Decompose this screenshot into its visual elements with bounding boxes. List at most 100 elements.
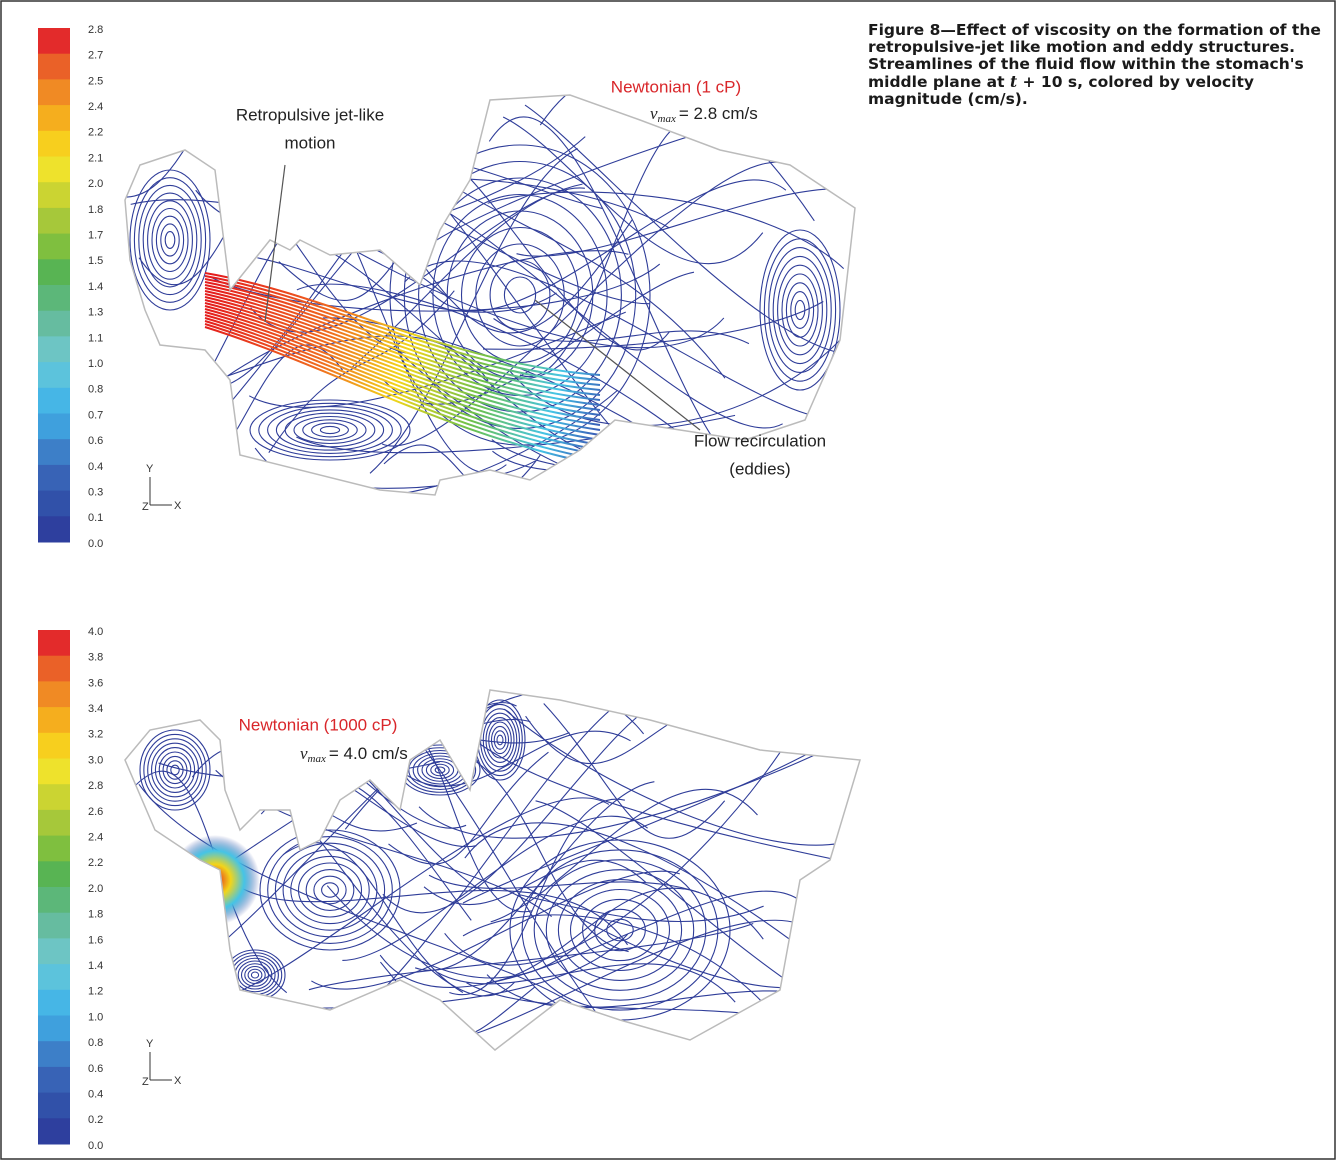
panel-title: Newtonian (1000 cP) bbox=[239, 715, 398, 734]
triad-x-label: X bbox=[174, 1075, 182, 1087]
eddy-streamline bbox=[148, 201, 193, 279]
colorbar-label: 0.0 bbox=[88, 1140, 103, 1152]
triad-y-label: Y bbox=[146, 1038, 154, 1050]
eddy-streamline bbox=[269, 161, 331, 200]
eddy-streamline bbox=[322, 883, 339, 897]
colorbar-label: 2.2 bbox=[88, 857, 103, 869]
colorbar-label: 0.8 bbox=[88, 1037, 103, 1049]
colorbar-label: 2.8 bbox=[88, 24, 103, 36]
eddy-streamline bbox=[534, 860, 706, 1000]
eddy-streamline bbox=[286, 172, 313, 189]
eddy-streamline bbox=[275, 843, 384, 937]
eddy-streamline bbox=[285, 413, 375, 447]
eddy-streamline bbox=[312, 423, 349, 437]
colorbar-swatch bbox=[38, 182, 70, 208]
colorbar-label: 0.4 bbox=[88, 1089, 103, 1101]
colorbar-swatch bbox=[38, 784, 70, 810]
eddy-streamline bbox=[144, 734, 206, 805]
caption: Figure 8—Effect of viscosity on the form… bbox=[868, 22, 1328, 108]
colorbar-label: 2.5 bbox=[88, 75, 103, 87]
eddy-streamline bbox=[248, 969, 262, 981]
annotation: Retropulsive jet-like bbox=[236, 105, 384, 124]
eddy-streamline bbox=[282, 169, 318, 192]
colorbar-label: 1.6 bbox=[88, 934, 103, 946]
colorbar-label: 1.5 bbox=[88, 255, 103, 267]
colorbar-swatch bbox=[38, 938, 70, 964]
colorbar-label: 1.3 bbox=[88, 307, 103, 319]
colorbar-swatch bbox=[38, 79, 70, 105]
colorbar-label: 3.2 bbox=[88, 729, 103, 741]
colorbar-label: 0.8 bbox=[88, 384, 103, 396]
colorbar-label: 2.6 bbox=[88, 806, 103, 818]
eddy-streamline bbox=[773, 256, 827, 363]
eddy-streamline bbox=[494, 731, 506, 749]
colorbar-label: 2.1 bbox=[88, 152, 103, 164]
streamline bbox=[301, 161, 650, 303]
streamline bbox=[106, 703, 517, 998]
eddy-streamline bbox=[782, 274, 818, 346]
eddy-streamline bbox=[764, 239, 835, 381]
colorbar-swatch bbox=[38, 964, 70, 990]
colorbar-swatch bbox=[38, 810, 70, 836]
eddy-streamline bbox=[497, 735, 503, 745]
eddy-streamline bbox=[314, 876, 346, 904]
colorbar-label: 0.1 bbox=[88, 512, 103, 524]
colorbar-swatch bbox=[38, 131, 70, 157]
colorbar-swatch bbox=[38, 234, 70, 260]
streamline bbox=[460, 728, 886, 871]
colorbar-label: 1.8 bbox=[88, 204, 103, 216]
eddy-streamline bbox=[320, 426, 339, 433]
colorbar-swatch bbox=[38, 439, 70, 465]
colorbar-swatch bbox=[38, 491, 70, 517]
colorbar-swatch bbox=[38, 285, 70, 311]
eddy-streamline bbox=[283, 850, 377, 930]
colorbar-label: 2.7 bbox=[88, 50, 103, 62]
colorbar-label: 1.0 bbox=[88, 1011, 103, 1023]
colorbar-label: 2.4 bbox=[88, 101, 103, 113]
triad-x-label: X bbox=[174, 500, 182, 512]
colorbar-swatch bbox=[38, 54, 70, 80]
eddy-streamline bbox=[795, 300, 805, 319]
eddy-streamline bbox=[155, 748, 194, 793]
eddy-streamline bbox=[242, 964, 269, 987]
colorbar-swatch bbox=[38, 759, 70, 785]
colorbar-label: 2.8 bbox=[88, 780, 103, 792]
eddy-streamline bbox=[152, 743, 199, 797]
eddy-streamline bbox=[134, 178, 205, 303]
eddy-streamline bbox=[130, 170, 210, 310]
colorbar-label: 1.1 bbox=[88, 332, 103, 344]
colorbar-swatch bbox=[38, 28, 70, 54]
eddy-streamline bbox=[295, 177, 305, 183]
colorbar-label: 0.0 bbox=[88, 538, 103, 550]
eddy-streamline bbox=[778, 265, 823, 355]
colorbar-swatch bbox=[38, 516, 70, 542]
streamline bbox=[331, 152, 603, 209]
triad-z-label: Z bbox=[142, 501, 149, 513]
streamline bbox=[245, 792, 417, 831]
triad-y-label: Y bbox=[146, 463, 154, 475]
streamline bbox=[525, 105, 904, 356]
colorbar-label: 1.7 bbox=[88, 230, 103, 242]
streamline bbox=[488, 192, 844, 269]
colorbar-swatch bbox=[38, 681, 70, 707]
streamline bbox=[159, 762, 440, 779]
frame bbox=[1, 1, 1335, 1159]
streamline bbox=[380, 962, 534, 1036]
streamline bbox=[416, 920, 820, 1044]
eddy-streamline bbox=[171, 765, 179, 775]
vmax-subscript: max bbox=[308, 753, 326, 765]
annotation: (eddies) bbox=[729, 459, 790, 478]
streamline bbox=[375, 1036, 756, 1066]
eddy-streamline bbox=[264, 158, 335, 203]
eddy-streamline bbox=[238, 961, 272, 989]
colorbar-swatch bbox=[38, 208, 70, 234]
eddy-streamline bbox=[462, 228, 579, 363]
colorbar-swatch bbox=[38, 362, 70, 388]
eddy-streamline bbox=[259, 403, 401, 456]
colorbar-label: 3.6 bbox=[88, 677, 103, 689]
eddy-streamline bbox=[299, 863, 362, 917]
eddy-streamline bbox=[152, 209, 188, 272]
colorbar-label: 1.4 bbox=[88, 960, 103, 972]
colorbar-swatch bbox=[38, 414, 70, 440]
eddy-streamline bbox=[476, 244, 564, 346]
